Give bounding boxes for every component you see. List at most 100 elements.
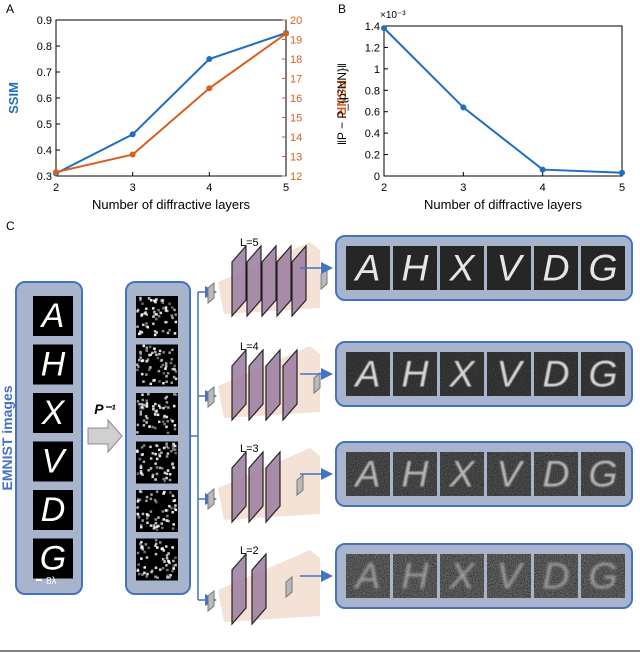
tile-noise [581, 246, 625, 290]
chart-b-xlabel: Number of diffractive layers [424, 197, 582, 212]
encoded-speckle [142, 444, 146, 447]
encoded-speckle [136, 308, 140, 312]
encoded-speckle [170, 357, 174, 361]
chart-a-left-tick-label: 0.4 [37, 145, 52, 157]
encoded-speckle [148, 368, 151, 372]
encoded-speckle [171, 316, 174, 320]
encoded-speckle [149, 366, 152, 369]
encoded-speckle [166, 452, 170, 455]
encoded-speckle [151, 425, 154, 429]
encoded-speckle [136, 363, 139, 366]
encoded-speckle [173, 444, 177, 448]
encoded-speckle [163, 422, 166, 426]
encoded-speckle [158, 452, 161, 456]
encoded-speckle [173, 424, 177, 427]
encoded-speckle [164, 397, 167, 400]
encoded-speckle [160, 358, 164, 362]
encoded-speckle [163, 490, 166, 494]
encoded-speckle [154, 542, 158, 546]
encoded-speckle [145, 495, 149, 499]
tile-letter: V [497, 554, 525, 596]
encoded-speckle [171, 445, 175, 448]
chart-a-x-tick-label: 3 [130, 182, 136, 194]
encoded-panel [125, 281, 191, 595]
diffractive-layer [246, 244, 262, 318]
encoded-speckle [145, 405, 149, 408]
encoded-speckle [139, 525, 143, 529]
encoded-speckle [153, 333, 157, 337]
encoded-speckle [154, 478, 157, 481]
panel-letter-b: B [338, 2, 346, 16]
emnist-tile: V [487, 246, 531, 290]
input-plane [207, 281, 215, 305]
encoded-speckle [140, 314, 143, 318]
chart-b-line [383, 27, 623, 174]
encoded-speckle [143, 566, 146, 569]
tile-noise [393, 452, 437, 496]
tile-letter: V [42, 443, 68, 481]
tile-noise [440, 246, 484, 290]
scale-bar [36, 579, 42, 581]
encoded-speckle [141, 512, 145, 516]
encoded-speckle [155, 457, 159, 461]
encoded-speckle [150, 299, 153, 302]
chart-a-ylabel-psnr: PSNR [334, 80, 349, 117]
emnist-tile: V [487, 452, 531, 496]
encoded-speckle [171, 448, 175, 451]
tile-noise [393, 352, 437, 396]
encoded-speckle [167, 406, 170, 409]
chart-a-ylabel-ssim: SSIM [6, 82, 21, 114]
encoded-speckle [172, 559, 175, 563]
encoded-speckle [173, 308, 176, 312]
encoded-speckle [154, 444, 158, 447]
emnist-tile: D [534, 246, 578, 290]
encoded-speckle [164, 509, 168, 512]
chart-b-point [619, 169, 625, 176]
encoded-speckle [161, 301, 164, 304]
encoded-speckle [139, 296, 142, 300]
encoded-speckle [162, 406, 165, 410]
encoded-speckle [146, 572, 149, 576]
encoded-speckle [154, 518, 158, 521]
emnist-tile: D [33, 490, 73, 530]
layer-count-label: L=3 [240, 443, 259, 455]
encoded-speckle [171, 367, 174, 371]
encoded-speckle [156, 356, 160, 360]
emnist-tile: D [534, 452, 578, 496]
encoded-speckle [138, 457, 142, 461]
encoded-speckle [136, 551, 140, 555]
encoded-speckle [149, 382, 153, 386]
encoded-speckle [136, 500, 140, 503]
encoded-speckle [166, 514, 169, 518]
chart-a-x-ticks: 2 3 4 5 [53, 172, 289, 194]
encoded-speckle [145, 402, 149, 405]
encoded-speckle [170, 314, 173, 317]
encoded-speckle [168, 576, 171, 579]
encoded-speckle [150, 570, 153, 574]
encoded-speckle [151, 473, 155, 477]
chart-a-right-tick-label: 13 [290, 152, 302, 164]
encoded-speckle [137, 498, 140, 501]
encoded-speckle [138, 498, 142, 502]
encoded-speckle [142, 424, 146, 427]
chart-b-exponent: ×10⁻³ [380, 10, 406, 21]
encoded-speckle [162, 492, 165, 495]
encoded-speckle [152, 407, 155, 411]
chart-b-y-tick-label: 0.2 [365, 150, 380, 162]
encoded-speckle [161, 329, 165, 333]
encoded-speckle [154, 300, 157, 304]
encoded-speckle [145, 416, 149, 420]
encoded-speckle [174, 393, 178, 397]
encoded-speckle [149, 497, 153, 501]
encoded-speckle [137, 516, 141, 519]
encoded-speckle [172, 466, 175, 469]
encoded-speckle [155, 472, 159, 476]
encoded-speckle [165, 557, 169, 560]
encoded-speckle [155, 298, 158, 301]
tile-letter: A [354, 246, 381, 288]
encoded-speckle [145, 324, 148, 328]
tile-noise [534, 246, 578, 290]
encoded-speckle [151, 452, 155, 455]
encoded-speckle [142, 380, 145, 383]
encoded-speckle [161, 298, 165, 302]
